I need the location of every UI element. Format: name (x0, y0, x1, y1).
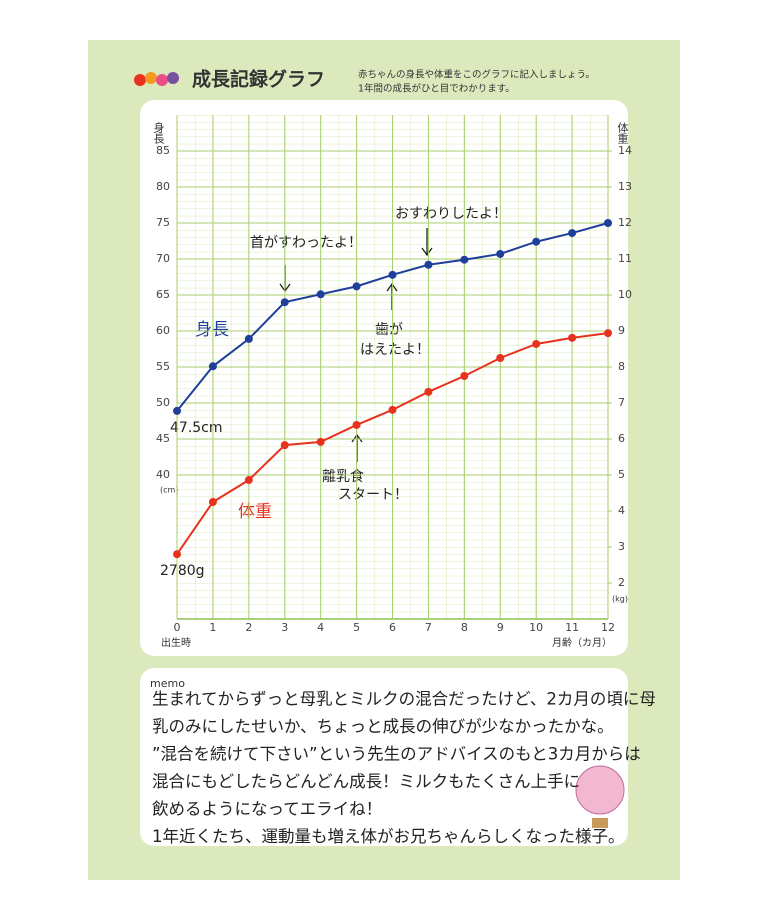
y2-tick-label: 10 (618, 288, 632, 301)
data-point (424, 260, 433, 269)
subtitle: 赤ちゃんの身長や体重をこのグラフに記入しましょう。 (358, 69, 595, 81)
annotation: はえたよ！ (360, 342, 430, 358)
y2-tick-label: 8 (618, 360, 625, 373)
data-point (352, 282, 361, 291)
x-tick-label: 10 (529, 621, 543, 634)
x-tick-label: 0 (174, 621, 181, 634)
data-point (460, 255, 469, 264)
y2-tick-label: 11 (618, 252, 632, 265)
data-point (208, 498, 217, 506)
data-point (496, 354, 505, 362)
data-point (316, 290, 325, 299)
data-point (244, 476, 253, 485)
data-point (388, 405, 397, 414)
annotation: 歯が (375, 322, 403, 338)
data-point (280, 298, 289, 307)
y2-tick-label: 12 (618, 216, 632, 229)
data-point (244, 334, 253, 343)
data-point (568, 333, 577, 342)
x-start-label: 出生時 (161, 636, 191, 649)
y-tick-label: 65 (156, 288, 170, 301)
series-label: 身長 (195, 320, 229, 340)
y-tick-label: 80 (156, 180, 170, 193)
data-point (460, 372, 469, 380)
y-unit: (cm) (160, 486, 178, 495)
data-point (316, 437, 325, 446)
data-point (568, 229, 577, 238)
data-point (173, 406, 181, 415)
x-axis-label: 月齢（カ月） (552, 636, 612, 649)
y2-tick-label: 14 (618, 144, 632, 157)
y2-tick-label: 6 (618, 432, 625, 445)
data-point (352, 420, 361, 429)
x-tick-label: 1 (209, 621, 216, 634)
annotation: スタート！ (338, 487, 408, 503)
y2-tick-label: 7 (618, 396, 625, 409)
data-point (532, 237, 541, 246)
memo-card (140, 668, 628, 846)
data-point (532, 339, 541, 348)
x-tick-label: 4 (317, 621, 324, 634)
x-tick-label: 2 (245, 621, 252, 634)
data-point (173, 550, 181, 559)
series-label: 体重 (238, 502, 272, 522)
y-tick-label: 45 (156, 432, 170, 445)
y2-tick-label: 9 (618, 324, 625, 337)
subtitle: 1年間の成長がひと目でわかります。 (358, 83, 515, 95)
balloon-icon (575, 765, 625, 828)
memo-line: 乳のみにしたせいか、ちょっと成長の伸びが少なかったかな。 (152, 717, 614, 736)
y2-tick-label: 13 (618, 180, 632, 193)
x-tick-label: 5 (353, 621, 360, 634)
y-axis-label: 身長 (152, 121, 165, 145)
data-point (280, 441, 289, 450)
memo-line: 混合にもどしたらどんどん成長！ミルクもたくさん上手に (152, 772, 580, 791)
x-tick-label: 7 (425, 621, 432, 634)
x-tick-label: 9 (497, 621, 504, 634)
y-tick-label: 75 (156, 216, 170, 229)
y2-tick-label: 2 (618, 576, 625, 589)
memo-label: memo (150, 677, 185, 690)
x-tick-label: 8 (461, 621, 468, 634)
y2-unit: (kg) (612, 595, 628, 604)
y2-tick-label: 3 (618, 540, 625, 553)
y-tick-label: 55 (156, 360, 170, 373)
memo-line: 飲めるようになってエライね！ (152, 800, 382, 819)
y2-axis-label: 体重 (616, 121, 629, 144)
x-tick-label: 3 (281, 621, 288, 634)
annotation: おすわりしたよ！ (395, 206, 507, 222)
memo-line: ”混合を続けて下さい”という先生のアドバイスのもと3カ月からは (152, 745, 641, 764)
y-tick-label: 60 (156, 324, 170, 337)
y2-tick-label: 4 (618, 504, 625, 517)
title: 成長記録グラフ (192, 68, 325, 91)
annotation: 首がすわったよ！ (250, 235, 362, 251)
data-point (208, 362, 217, 371)
data-point (604, 219, 612, 227)
y-tick-label: 85 (156, 144, 170, 157)
x-tick-label: 6 (389, 621, 396, 634)
annotation: 2780g (160, 563, 205, 579)
y-tick-label: 70 (156, 252, 170, 265)
data-point (604, 329, 612, 338)
data-point (424, 387, 433, 396)
x-tick-label: 12 (601, 621, 615, 634)
memo-line: 生まれてからずっと母乳とミルクの混合だったけど、2カ月の頃に母 (152, 690, 656, 709)
y2-tick-label: 5 (618, 468, 625, 481)
data-point (388, 270, 397, 279)
y-tick-label: 50 (156, 396, 170, 409)
y-tick-label: 40 (156, 468, 170, 481)
annotation: 離乳食 (322, 468, 364, 485)
memo-line: 1年近くたち、運動量も増え体がお兄ちゃんらしくなった様子。 (152, 827, 625, 846)
annotation: 47.5cm (170, 420, 223, 436)
caterpillar-icon (134, 72, 179, 86)
data-point (496, 249, 505, 258)
x-tick-label: 11 (565, 621, 579, 634)
